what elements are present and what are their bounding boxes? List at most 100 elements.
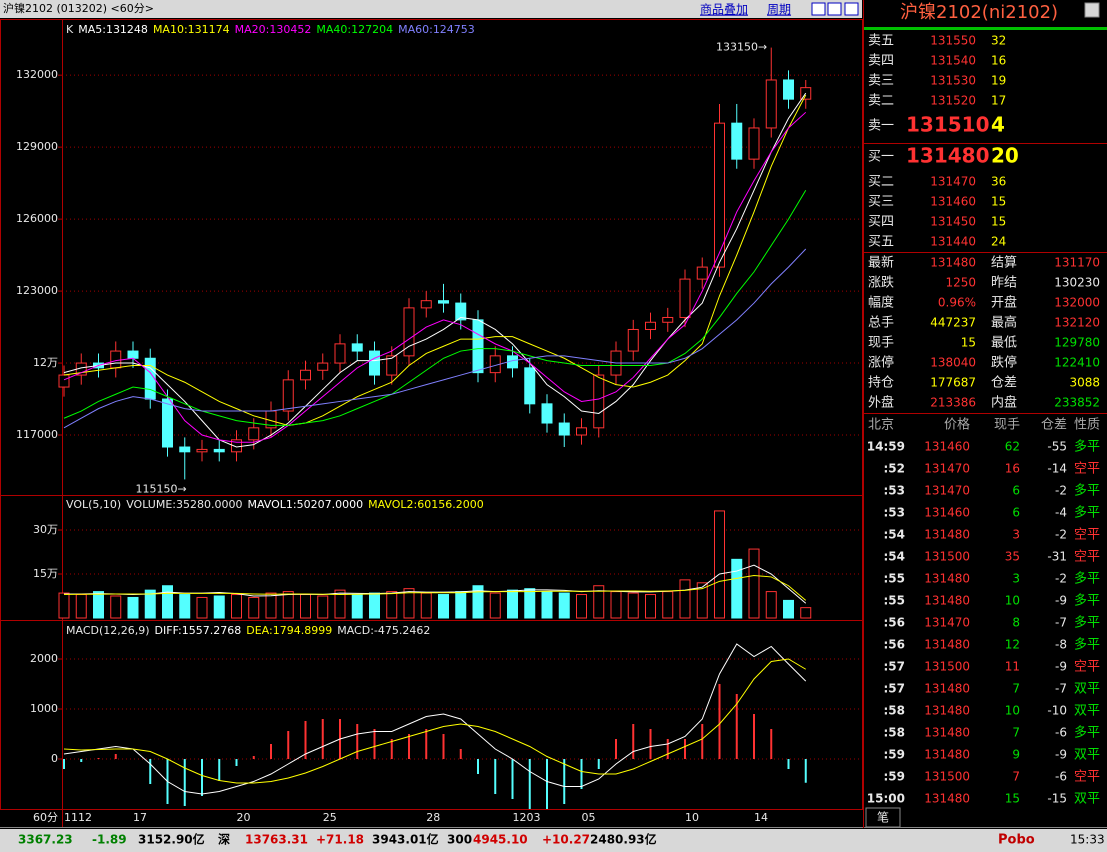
y-tick-label: 2000 (30, 652, 58, 665)
tick-nature: 空平 (1074, 528, 1100, 543)
book-price: 131470 (930, 175, 976, 189)
tick-oi-change: -4 (1055, 506, 1067, 520)
x-tick-label: 05 (582, 811, 596, 824)
x-tick-label: 25 (323, 811, 337, 824)
tick-price: 131470 (924, 484, 970, 498)
tick-nature: 双平 (1074, 748, 1100, 763)
status-bar (0, 829, 1107, 852)
tick-volume: 35 (1005, 550, 1020, 564)
tab[interactable] (865, 807, 901, 828)
tick-volume: 3 (1012, 528, 1020, 542)
book-label: 卖四 (868, 54, 894, 69)
tick-price: 131480 (924, 572, 970, 586)
book-volume: 36 (991, 175, 1006, 189)
nav-right[interactable] (827, 2, 842, 16)
volume-bar (196, 596, 208, 619)
volume-bar (231, 594, 242, 619)
volume-bar (386, 591, 398, 619)
tick-volume: 62 (1005, 440, 1020, 454)
candle-body (317, 362, 329, 371)
candle-body (420, 300, 432, 309)
candle-body (696, 266, 708, 280)
tick-nature: 多平 (1074, 593, 1100, 609)
volume-bar (75, 594, 87, 619)
stat-label: 总手 (868, 316, 894, 331)
volume-bar (748, 548, 760, 619)
tick-oi-change: -6 (1055, 770, 1067, 784)
candle-body (524, 367, 536, 405)
volume-bar (576, 594, 587, 619)
tick-nature: 多平 (1074, 505, 1100, 521)
tick-price: 131500 (924, 550, 970, 564)
menu-overlay[interactable]: 商品叠加 (700, 2, 748, 17)
tick-price: 131470 (924, 462, 970, 476)
tick-oi-change: -9 (1055, 748, 1067, 762)
window-title: 沪镍2102 (013202) <60分> (3, 1, 154, 15)
stat-label: 现手 (868, 336, 894, 351)
tick-header: 性质 (1074, 418, 1100, 433)
nav-max[interactable] (844, 2, 859, 16)
legend-entry: MA20:130452 (235, 23, 312, 36)
stat-label: 开盘 (991, 295, 1017, 311)
indicator-line (63, 94, 807, 426)
nav-left[interactable] (811, 2, 826, 16)
book-price: 131440 (930, 235, 976, 249)
tick-oi-change: -15 (1047, 792, 1067, 806)
tick-oi-change: -7 (1055, 682, 1067, 696)
candle-body (593, 374, 605, 429)
tick-header: 北京 (868, 418, 894, 433)
tick-price: 131480 (924, 792, 970, 806)
volume-bar (679, 579, 691, 619)
candle-body (110, 350, 122, 369)
volume-bar (507, 589, 518, 619)
indicator-line (63, 92, 807, 448)
volume-bar (265, 592, 277, 619)
stat-label: 涨停 (868, 355, 894, 371)
book-label: 买二 (868, 175, 894, 190)
volume-bar (800, 607, 812, 619)
legend-entry: VOLUME:35280.0000 (126, 498, 242, 511)
y-tick-label: 12万 (33, 356, 58, 369)
tick-volume: 7 (1012, 682, 1020, 696)
legend-entry: MA40:127204 (316, 23, 393, 36)
volume-bar (524, 588, 536, 619)
volume-bar (610, 591, 622, 619)
volume-bar (317, 595, 329, 619)
volume-bar (662, 591, 674, 619)
tick-oi-change: -55 (1047, 440, 1067, 454)
candle-body (627, 328, 639, 352)
indicator-line (63, 189, 807, 426)
tick-nature: 双平 (1074, 792, 1100, 807)
tick-volume: 7 (1012, 726, 1020, 740)
x-tick-label: 10 (685, 811, 699, 824)
y-tick-label: 132000 (16, 68, 58, 81)
legend-entry: MACD:-475.2462 (337, 624, 430, 637)
close-button[interactable] (1084, 2, 1100, 18)
stat-label: 涨跌 (868, 275, 894, 291)
book-label: 买一 (868, 150, 894, 165)
y-tick-label: 123000 (16, 284, 58, 297)
tick-time: :58 (884, 726, 906, 740)
tick-oi-change: -9 (1055, 594, 1067, 608)
volume-bar (93, 591, 104, 619)
volume-bar (144, 589, 156, 619)
volume-bar (127, 596, 139, 619)
candle-body (162, 398, 173, 448)
stat-value: 3088 (1069, 376, 1100, 390)
indicator-line (64, 564, 807, 604)
candle-body (765, 79, 777, 129)
volume-bar (179, 594, 191, 619)
tick-nature: 空平 (1074, 770, 1100, 785)
tick-price: 131480 (924, 704, 970, 718)
tick-volume: 6 (1012, 506, 1020, 520)
tick-time: :57 (884, 660, 906, 674)
menu-period[interactable]: 周期 (767, 3, 791, 17)
volume-bar (334, 589, 346, 619)
book-volume: 17 (991, 94, 1006, 108)
volume-bar (369, 592, 380, 619)
stat-label: 跌停 (991, 355, 1017, 371)
tick-oi-change: -8 (1055, 638, 1067, 652)
x-tick-label: 17 (133, 811, 147, 824)
candle-body (679, 278, 691, 318)
volume-bar (765, 591, 777, 619)
